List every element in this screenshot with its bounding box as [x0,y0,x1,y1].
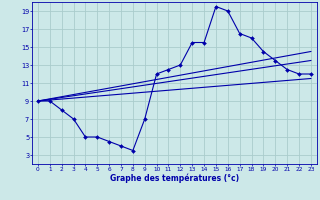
X-axis label: Graphe des températures (°c): Graphe des températures (°c) [110,173,239,183]
